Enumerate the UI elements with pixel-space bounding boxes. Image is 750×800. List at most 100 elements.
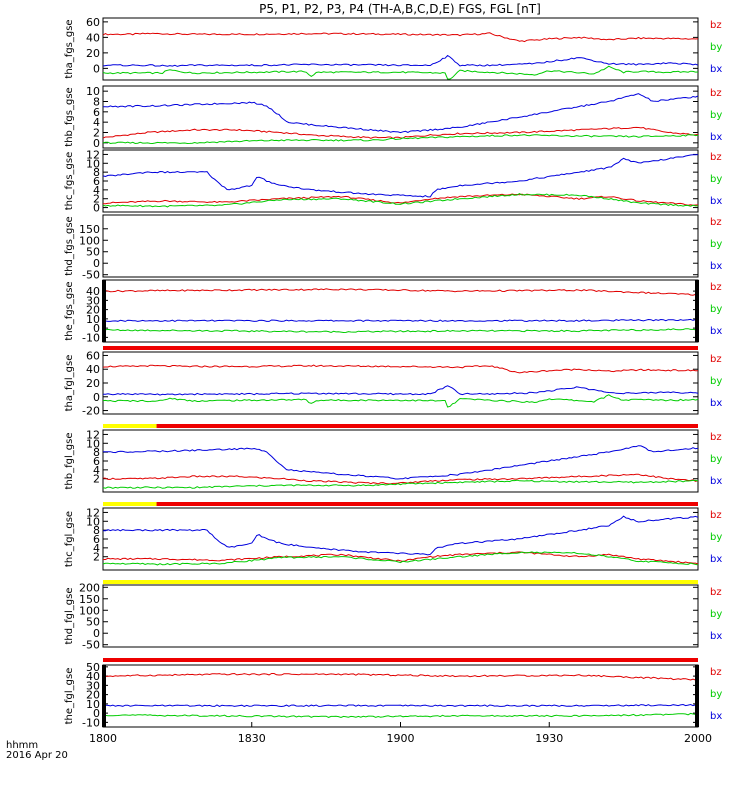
y-axis-label: thc_fgl_gse — [64, 511, 75, 567]
y-tick-label: 30 — [86, 294, 100, 307]
x-tick-label: 1830 — [238, 732, 266, 745]
series-bx-line — [102, 318, 699, 323]
y-tick-label: 4 — [93, 184, 100, 197]
series-bx-line — [103, 93, 699, 134]
series-bz-line — [102, 672, 699, 681]
y-tick-label: 150 — [79, 223, 100, 236]
x-axis: hhmm 2016 Apr 20 1800 1830 1900 1930 2000 — [6, 722, 712, 761]
y-tick-label: 0 — [93, 707, 100, 720]
y-tick-label: 6 — [93, 533, 100, 546]
y-tick-label: 20 — [86, 689, 100, 702]
y-tick-label: 6 — [93, 106, 100, 119]
y-tick-label: 12 — [86, 506, 100, 519]
y-tick-label: 6 — [93, 455, 100, 468]
series-by-line — [102, 712, 699, 719]
y-tick-label: -20 — [82, 405, 100, 418]
panel-tha_fgs_gse: 60 40 20 0 tha_fgs_gse bz by bx — [64, 16, 722, 81]
legend-bx: bx — [710, 476, 722, 487]
legend-by: by — [710, 304, 722, 315]
y-tick-label: 8 — [93, 96, 100, 109]
y-tick-label: 8 — [93, 166, 100, 179]
y-tick-label: 150 — [79, 593, 100, 606]
y-tick-label: 40 — [86, 31, 100, 44]
y-tick-label: 0 — [93, 62, 100, 75]
status-segment-red — [103, 658, 698, 662]
status-segment-red — [156, 424, 699, 428]
y-tick-label: 10 — [86, 515, 100, 528]
y-axis-label: the_fgs_gse — [64, 281, 75, 340]
legend-bx: bx — [710, 711, 722, 722]
legend-bz: bz — [710, 667, 722, 678]
chart-title: P5, P1, P2, P3, P4 (TH-A,B,C,D,E) FGS, F… — [259, 2, 541, 16]
y-tick-label: 0 — [93, 322, 100, 335]
y-axis-label: thb_fgs_gse — [64, 87, 75, 146]
x-axis-label-hhmm: hhmm — [6, 740, 38, 751]
series-by-line — [102, 479, 699, 489]
edge-marker-right — [695, 280, 699, 342]
series-bx-line — [102, 515, 699, 556]
y-tick-label: 60 — [86, 349, 100, 362]
y-tick-label: 40 — [86, 285, 100, 298]
y-axis-label: tha_fgl_gse — [64, 355, 75, 412]
series-bz-line — [102, 32, 699, 43]
status-segment-yellow — [103, 580, 698, 584]
status-bar — [103, 502, 699, 506]
legend-bz: bz — [710, 354, 722, 365]
series-bx-line — [102, 154, 699, 198]
y-tick-label: 12 — [86, 428, 100, 441]
y-tick-label: 4 — [93, 542, 100, 555]
y-axis-label: thd_fgs_gse — [64, 216, 75, 275]
series-bz-line — [102, 473, 699, 485]
y-axis-label: thc_fgs_gse — [64, 152, 75, 211]
y-tick-label: 10 — [86, 698, 100, 711]
y-tick-label: 30 — [86, 679, 100, 692]
legend-bx: bx — [710, 631, 722, 642]
x-axis-label-date: 2016 Apr 20 — [6, 750, 68, 761]
y-tick-label: 4 — [93, 116, 100, 129]
status-segment-red — [103, 346, 698, 350]
edge-marker-right — [695, 665, 699, 727]
series-bx-line — [103, 385, 699, 396]
y-tick-label: 20 — [86, 377, 100, 390]
legend-bx: bx — [710, 326, 722, 337]
y-tick-label: 10 — [86, 437, 100, 450]
x-tick-label: 1900 — [387, 732, 415, 745]
y-tick-label: 0 — [93, 202, 100, 215]
legend-bx: bx — [710, 64, 722, 75]
legend-by: by — [710, 42, 722, 53]
series-by-line — [102, 551, 699, 566]
x-tick-label: 1930 — [535, 732, 563, 745]
y-tick-label: 60 — [86, 16, 100, 29]
y-tick-label: -50 — [82, 269, 100, 282]
status-bar — [103, 424, 699, 428]
series-bz-line — [102, 288, 699, 296]
legend-by: by — [710, 110, 722, 121]
status-segment-red — [156, 502, 699, 506]
y-tick-label: 8 — [93, 446, 100, 459]
x-tick-label: 1800 — [89, 732, 117, 745]
legend-bz: bz — [710, 510, 722, 521]
y-tick-label: 50 — [86, 616, 100, 629]
y-tick-label: 10 — [86, 313, 100, 326]
legend-bz: bz — [710, 217, 722, 228]
legend-by: by — [710, 532, 722, 543]
y-tick-label: 12 — [86, 148, 100, 161]
legend-bx: bx — [710, 398, 722, 409]
x-tick-label: 2000 — [684, 732, 712, 745]
y-tick-label: 100 — [79, 604, 100, 617]
y-tick-label: 0 — [93, 627, 100, 640]
panel-frame — [102, 584, 699, 648]
edge-marker-left — [102, 280, 106, 342]
series-bx-line — [103, 445, 699, 480]
y-tick-label: 0 — [93, 391, 100, 404]
y-tick-label: 40 — [86, 670, 100, 683]
y-tick-label: -50 — [82, 639, 100, 652]
series-by-line — [102, 134, 699, 145]
y-tick-label: 200 — [79, 581, 100, 594]
legend-bz: bz — [710, 587, 722, 598]
